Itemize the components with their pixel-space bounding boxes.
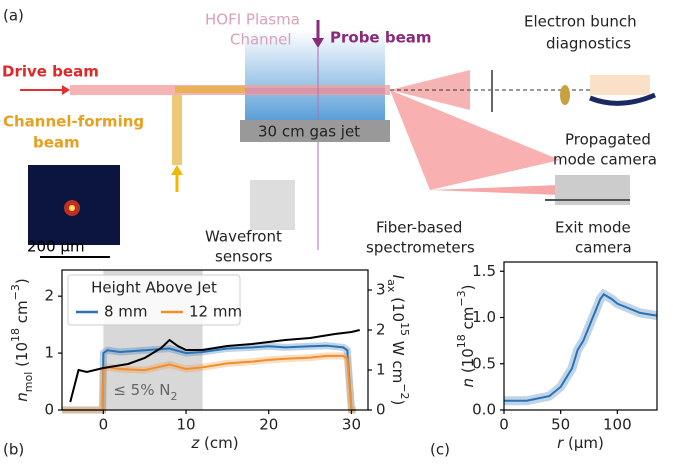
y-tick-label: 1 (44, 344, 54, 362)
spot-core (69, 205, 75, 211)
series-line (504, 293, 658, 402)
label-part: I (390, 275, 408, 280)
label-part: (10 (390, 292, 408, 322)
label: sensors (215, 248, 273, 266)
screen (560, 85, 570, 105)
label-part: 15 (399, 322, 412, 336)
series-line (62, 344, 356, 411)
label-part: (μm) (563, 434, 604, 452)
label-part: mol (22, 372, 35, 393)
label-part: ≤ 5% N (113, 381, 170, 399)
label: beam (33, 134, 80, 152)
panel-label: (b) (3, 441, 24, 459)
label-part: W cm (390, 336, 408, 383)
axes-frame (503, 261, 658, 411)
beam-fan (390, 90, 560, 190)
label-part: (cm) (199, 434, 238, 452)
label-part: r (557, 434, 564, 452)
x-tick-label: 20 (259, 416, 278, 434)
axis-label: nmol (1018 cm−3) (9, 278, 35, 401)
arrowhead (171, 165, 183, 175)
label: Electron bunch (524, 13, 637, 31)
label-part: n (13, 392, 31, 402)
label-part: z (190, 434, 200, 452)
y2-tick-label: 1 (376, 361, 386, 379)
x-tick-label: 50 (551, 416, 570, 434)
exit-beam (430, 185, 560, 195)
beam-cone (390, 70, 470, 110)
y-tick-label: 0.0 (472, 401, 496, 419)
schematic: (a) Drive beam Channel-forming beam HOFI… (2, 7, 657, 266)
label-part: (10 (459, 348, 477, 378)
magnet (589, 92, 656, 106)
y-tick-label: 2 (44, 287, 54, 305)
axis-label: n (1018 cm−3) (455, 285, 477, 388)
label-part: −2 (399, 383, 412, 399)
x-tick-label: 100 (603, 416, 632, 434)
y-tick-label: 0 (44, 401, 54, 419)
label-part: −3 (9, 284, 22, 300)
legend-label: 8 mm (104, 303, 148, 321)
label-part: ) (390, 400, 408, 406)
legend-label: 12 mm (189, 303, 242, 321)
axis-label: Iax (1015 W cm−2) (386, 275, 412, 406)
label: spectrometers (366, 239, 475, 257)
label-part: cm (13, 300, 31, 328)
spectrometer (590, 75, 650, 95)
channel-beam (175, 86, 245, 93)
label: Wavefront (205, 228, 282, 246)
label-part: ) (13, 278, 31, 284)
label-part: n (459, 378, 477, 388)
scale-label: 200 μm (27, 238, 85, 256)
label-part: 18 (9, 328, 22, 342)
channel-beam-vertical (172, 95, 182, 165)
axes-frame (61, 269, 369, 411)
label: mode camera (553, 151, 657, 169)
series-line (69, 329, 360, 403)
label: Exit mode (555, 219, 631, 237)
arrowhead (312, 38, 324, 48)
label-part: 2 (170, 390, 177, 403)
label: HOFI Plasma (205, 11, 300, 29)
label-part: ) (459, 285, 477, 291)
label-part: ax (386, 279, 399, 293)
label-part: cm (459, 307, 477, 335)
y2-tick-label: 3 (376, 281, 386, 299)
x-tick-label: 0 (99, 416, 109, 434)
axis-label: ≤ 5% N2 (113, 381, 177, 403)
gas-jet (240, 120, 390, 142)
label: Channel (230, 31, 292, 49)
x-tick-label: 0 (499, 416, 509, 434)
x-tick-label: 10 (177, 416, 196, 434)
legend-title: Height Above Jet (91, 279, 217, 297)
arrowhead (62, 85, 70, 95)
label-part: (10 (13, 342, 31, 372)
label-part: 18 (455, 334, 468, 348)
label-part: −3 (455, 290, 468, 306)
label: diagnostics (546, 35, 631, 53)
x-tick-label: 30 (342, 416, 361, 434)
y-tick-label: 0.5 (472, 354, 496, 372)
label: Fiber-based (376, 219, 462, 237)
label: Probe beam (330, 29, 432, 47)
y2-tick-label: 0 (376, 401, 386, 419)
label: 30 cm gas jet (258, 123, 360, 141)
y-tick-label: 1.0 (472, 308, 496, 326)
label: Channel-forming (3, 113, 144, 131)
panel-label: (c) (430, 441, 450, 459)
y-tick-label: 1.5 (472, 262, 496, 280)
panel-label: (a) (3, 7, 24, 25)
axis-label: r (μm) (557, 434, 604, 452)
label: Propagated (565, 131, 651, 149)
label: camera (575, 239, 632, 257)
label: Drive beam (2, 63, 99, 81)
axis-label: z (cm) (190, 434, 238, 452)
legend-box (67, 274, 241, 326)
y2-tick-label: 2 (376, 321, 386, 339)
plasma-region (245, 30, 385, 120)
wavefront-box (250, 180, 295, 230)
